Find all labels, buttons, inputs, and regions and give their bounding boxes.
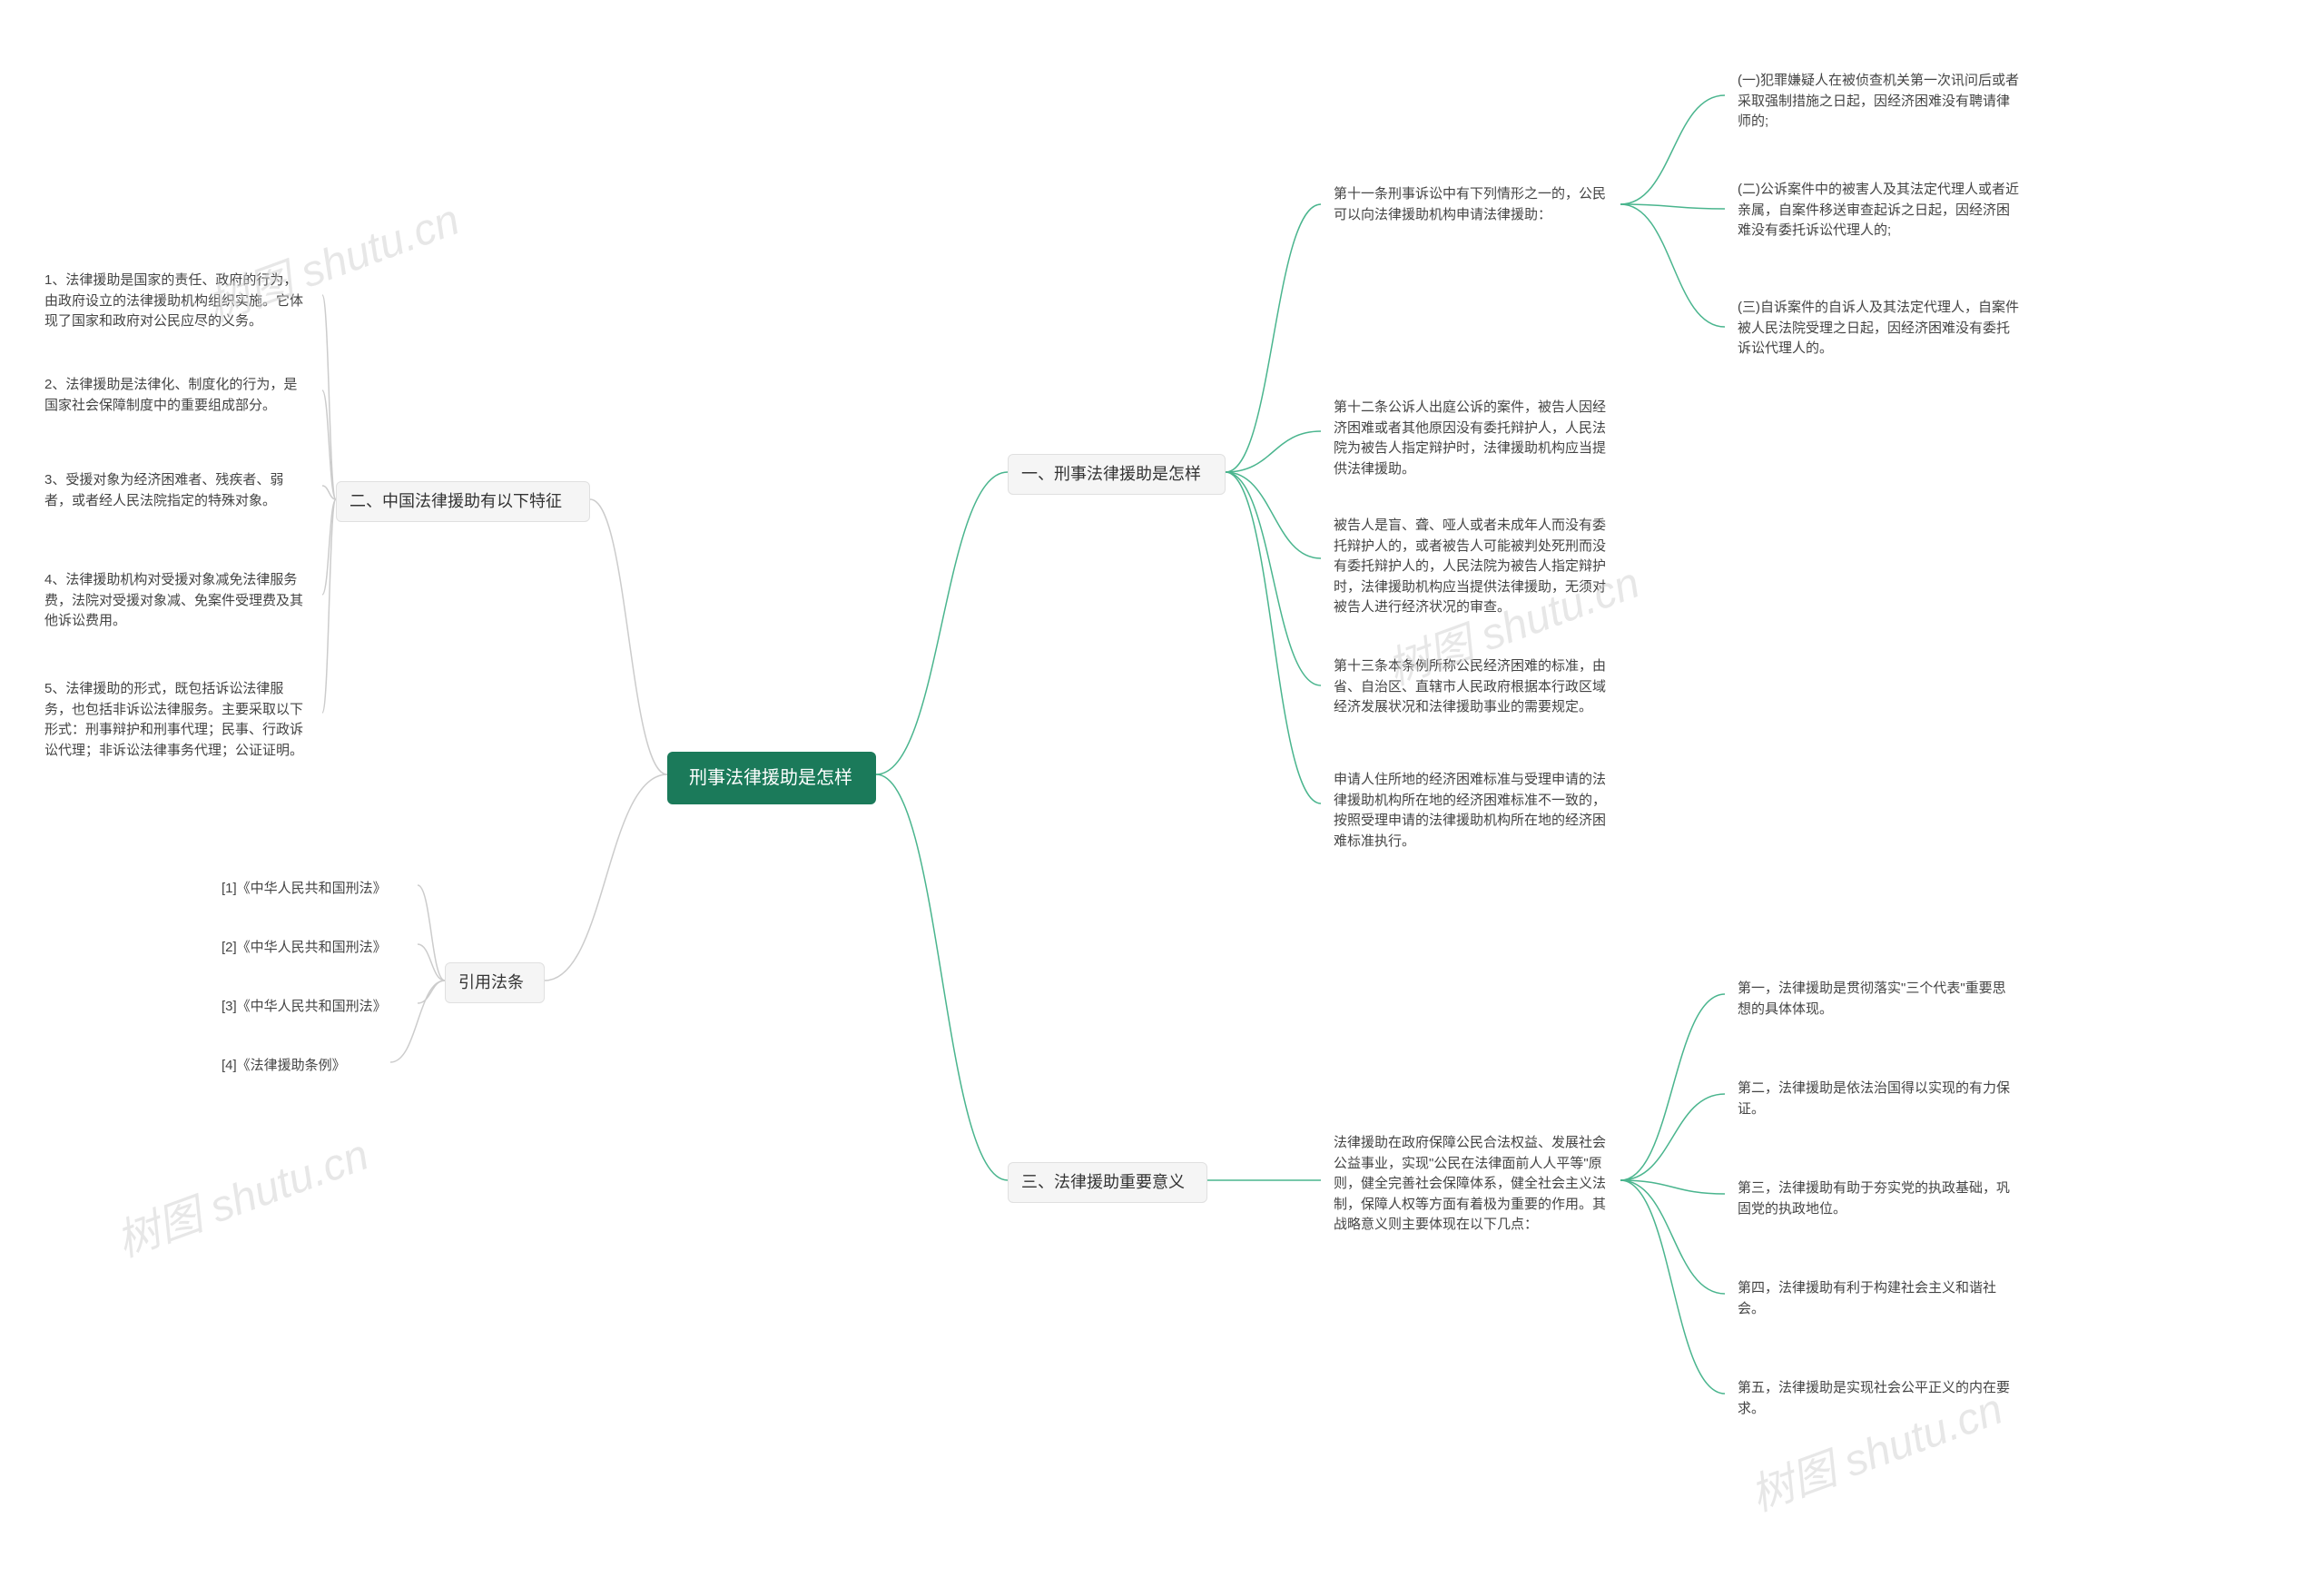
leaf-l-0-0: 1、法律援助是国家的责任、政府的行为，由政府设立的法律援助机构组织实施。它体现了… — [32, 263, 322, 340]
leaf-r-0-0-1: (二)公诉案件中的被害人及其法定代理人或者近亲属，自案件移送审查起诉之日起，因经… — [1725, 172, 2034, 249]
branch-right-0: 一、刑事法律援助是怎样 — [1008, 454, 1226, 495]
leaf-l-1-1: [2]《中华人民共和国刑法》 — [209, 931, 418, 966]
leaf-r-0-3: 第十三条本条例所称公民经济困难的标准，由省、自治区、直辖市人民政府根据本行政区域… — [1321, 649, 1620, 725]
leaf-l-1-0: [1]《中华人民共和国刑法》 — [209, 872, 418, 907]
leaf-l-1-2: [3]《中华人民共和国刑法》 — [209, 990, 418, 1025]
leaf-r-0-4: 申请人住所地的经济困难标准与受理申请的法律援助机构所在地的经济困难标准不一致的，… — [1321, 763, 1620, 859]
leaf-r-1-0-2: 第三，法律援助有助于夯实党的执政基础，巩固党的执政地位。 — [1725, 1171, 2024, 1227]
leaf-r-0-0: 第十一条刑事诉讼中有下列情形之一的，公民可以向法律援助机构申请法律援助： — [1321, 177, 1620, 232]
branch-left-0: 二、中国法律援助有以下特征 — [336, 481, 590, 522]
leaf-r-0-1: 第十二条公诉人出庭公诉的案件，被告人因经济困难或者其他原因没有委托辩护人，人民法… — [1321, 390, 1620, 487]
leaf-r-1-0-4: 第五，法律援助是实现社会公平正义的内在要求。 — [1725, 1371, 2024, 1426]
branch-right-1: 三、法律援助重要意义 — [1008, 1162, 1207, 1203]
leaf-r-0-0-2: (三)自诉案件的自诉人及其法定代理人，自案件被人民法院受理之日起，因经济困难没有… — [1725, 291, 2034, 367]
root-node: 刑事法律援助是怎样 — [667, 752, 876, 804]
branch-left-1: 引用法条 — [445, 962, 545, 1003]
leaf-r-0-2: 被告人是盲、聋、哑人或者未成年人而没有委托辩护人的，或者被告人可能被判处死刑而没… — [1321, 508, 1620, 626]
watermark-2: 树图 shutu.cn — [106, 1119, 376, 1268]
leaf-r-1-0-3: 第四，法律援助有利于构建社会主义和谐社会。 — [1725, 1271, 2024, 1326]
leaf-l-0-4: 5、法律援助的形式，既包括诉讼法律服务，也包括非诉讼法律服务。主要采取以下形式：… — [32, 672, 322, 768]
leaf-r-1-0-1: 第二，法律援助是依法治国得以实现的有力保证。 — [1725, 1071, 2024, 1127]
leaf-l-1-3: [4]《法律援助条例》 — [209, 1049, 390, 1084]
leaf-l-0-1: 2、法律援助是法律化、制度化的行为，是国家社会保障制度中的重要组成部分。 — [32, 368, 322, 423]
leaf-l-0-2: 3、受援对象为经济困难者、残疾者、弱者，或者经人民法院指定的特殊对象。 — [32, 463, 322, 518]
leaf-r-0-0-0: (一)犯罪嫌疑人在被侦查机关第一次讯问后或者采取强制措施之日起，因经济困难没有聘… — [1725, 64, 2034, 140]
leaf-l-0-3: 4、法律援助机构对受援对象减免法律服务费，法院对受援对象减、免案件受理费及其他诉… — [32, 563, 322, 639]
leaf-r-1-0-0: 第一，法律援助是贯彻落实"三个代表"重要思想的具体体现。 — [1725, 971, 2024, 1027]
leaf-r-1-0: 法律援助在政府保障公民合法权益、发展社会公益事业，实现"公民在法律面前人人平等"… — [1321, 1126, 1620, 1243]
